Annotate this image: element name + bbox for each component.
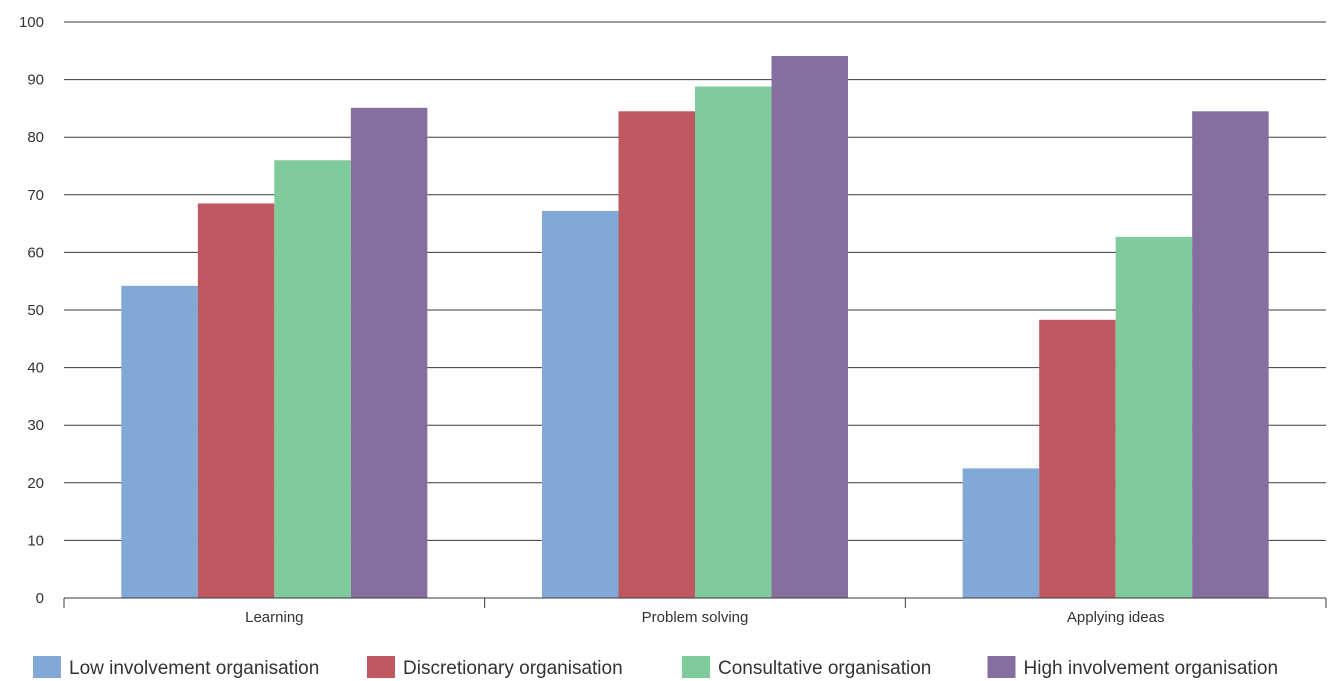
y-tick-label: 70 bbox=[27, 187, 44, 204]
bar-consultative-organisation-applying-ideas bbox=[1115, 236, 1193, 598]
x-category-label: Learning bbox=[245, 609, 303, 626]
y-tick-label: 50 bbox=[27, 302, 44, 319]
bar-high-involvement-organisation-problem-solving bbox=[771, 55, 848, 598]
y-tick-label: 10 bbox=[27, 532, 44, 549]
y-tick-label: 40 bbox=[27, 360, 44, 377]
x-category-label: Applying ideas bbox=[1067, 609, 1165, 626]
legend-label: High involvement organisation bbox=[1024, 658, 1279, 679]
bar-low-involvement-organisation-applying-ideas bbox=[962, 468, 1040, 598]
bar-consultative-organisation-learning bbox=[274, 160, 351, 599]
y-tick-label: 60 bbox=[27, 244, 44, 261]
legend: Low involvement organisation Discretionar… bbox=[33, 656, 1278, 679]
legend-swatch-high-involvement-organisation bbox=[987, 656, 1016, 678]
bar-high-involvement-organisation-applying-ideas bbox=[1192, 111, 1269, 598]
bar-low-involvement-organisation-problem-solving bbox=[542, 210, 619, 599]
legend-swatch-discretionary-organisation bbox=[367, 656, 395, 678]
axes: 0 10 20 30 40 50 60 70 80 90 100 Learning Problem so… bbox=[19, 14, 1327, 626]
y-tick-label: 30 bbox=[27, 417, 44, 434]
legend-label: Low involvement organisation bbox=[69, 658, 319, 679]
bars bbox=[121, 55, 1269, 599]
legend-label: Consultative organisation bbox=[718, 658, 931, 679]
y-tick-label: 100 bbox=[19, 14, 44, 31]
legend-swatch-low-involvement-organisation bbox=[33, 656, 61, 678]
y-tick-label: 0 bbox=[36, 590, 44, 607]
bar-discretionary-organisation-learning bbox=[197, 203, 275, 598]
bar-consultative-organisation-problem-solving bbox=[695, 86, 772, 599]
y-tick-label: 90 bbox=[27, 72, 44, 89]
legend-swatch-consultative-organisation bbox=[682, 656, 710, 678]
legend-label: Discretionary organisation bbox=[403, 658, 623, 679]
bar-discretionary-organisation-problem-solving bbox=[618, 111, 695, 598]
bar-high-involvement-organisation-learning bbox=[350, 107, 428, 598]
bar-discretionary-organisation-applying-ideas bbox=[1039, 319, 1116, 598]
y-tick-label: 80 bbox=[27, 129, 44, 146]
bar-low-involvement-organisation-learning bbox=[121, 285, 198, 598]
y-tick-label: 20 bbox=[27, 475, 44, 492]
x-category-label: Problem solving bbox=[642, 609, 749, 626]
